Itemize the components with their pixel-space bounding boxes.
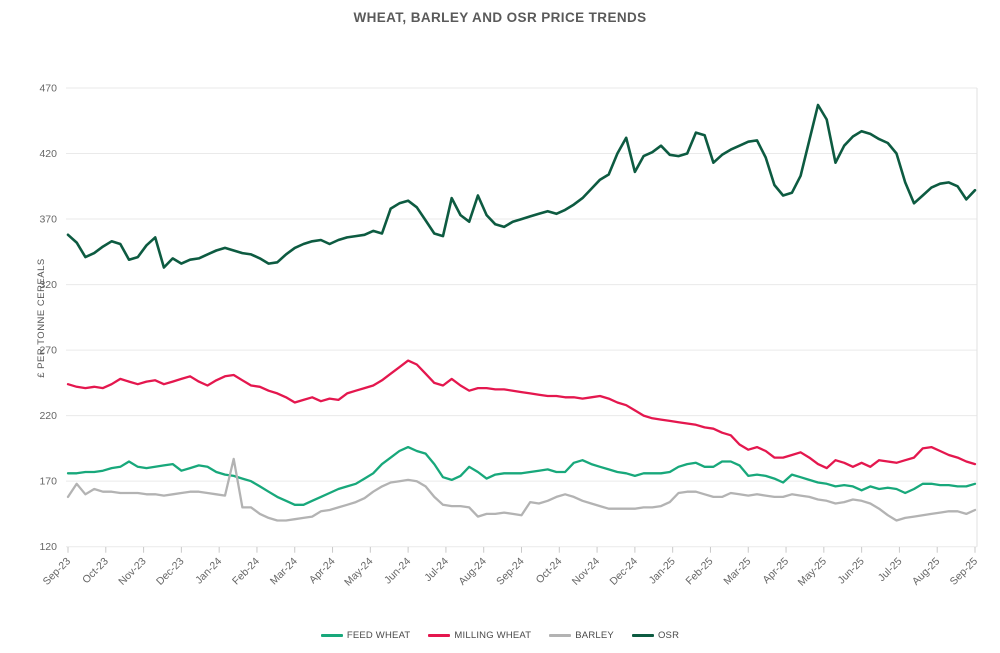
x-tick-label: May-24 [342, 555, 375, 588]
series-line-feed-wheat [66, 445, 977, 506]
x-tick-label: May-25 [796, 555, 829, 588]
series-line-milling-wheat [66, 359, 977, 470]
y-tick-label: 420 [39, 148, 57, 160]
legend-swatch-feed-wheat [320, 634, 343, 637]
x-tick-label: Apr-25 [760, 555, 791, 586]
legend-item-feed-wheat: FEED WHEAT [320, 630, 411, 641]
x-tick-label: Feb-24 [230, 555, 262, 587]
y-tick-label: 470 [39, 83, 57, 95]
x-tick-label: Jul-25 [876, 555, 905, 584]
legend-item-milling-wheat: MILLING WHEAT [428, 630, 531, 641]
y-tick-label: 170 [39, 476, 57, 488]
y-tick-label: 370 [39, 214, 57, 226]
x-tick-label: Jun-25 [836, 555, 867, 586]
x-tick-label: Jan-24 [193, 555, 224, 586]
chart-title: WHEAT, BARLEY AND OSR PRICE TRENDS [353, 10, 647, 25]
x-tick-label: Mar-24 [268, 555, 300, 587]
x-tick-label: Oct-23 [80, 555, 111, 586]
x-tick-label: Aug-24 [456, 555, 489, 588]
y-tick-label: 120 [39, 541, 57, 553]
legend-item-barley: BARLEY [549, 630, 614, 641]
legend-swatch-milling-wheat [428, 634, 451, 637]
legend: FEED WHEAT MILLING WHEAT BARLEY OSR [0, 630, 1000, 641]
x-tick-label: Feb-25 [684, 555, 716, 587]
legend-label-osr: OSR [657, 630, 680, 641]
legend-label-barley: BARLEY [575, 630, 614, 641]
x-tick-label: Sep-23 [41, 555, 74, 588]
legend-item-osr: OSR [631, 630, 680, 641]
x-tick-label: Nov-23 [116, 555, 149, 588]
legend-swatch-osr [631, 634, 654, 637]
legend-label-milling-wheat: MILLING WHEAT [454, 630, 532, 641]
x-tick-label: Sep-24 [494, 555, 527, 588]
x-tick-label: Aug-25 [910, 555, 943, 588]
legend-swatch-barley [549, 634, 572, 637]
x-tick-label: Mar-25 [721, 555, 753, 587]
x-tick-label: Jun-24 [382, 555, 413, 586]
x-tick-label: Dec-24 [608, 555, 641, 588]
series-line-osr [66, 103, 977, 269]
x-tick-label: Apr-24 [307, 555, 338, 586]
y-axis-title: £ PER TONNE CEREALS [36, 258, 47, 378]
y-tick-label: 320 [39, 279, 57, 291]
y-tick-label: 270 [39, 345, 57, 357]
x-tick-label: Jul-24 [422, 555, 451, 584]
y-tick-label: 220 [39, 410, 57, 422]
x-tick-label: Dec-23 [154, 555, 187, 588]
series-line-barley [66, 457, 977, 522]
x-tick-label: Jan-25 [647, 555, 678, 586]
x-tick-label: Sep-25 [948, 555, 981, 588]
x-tick-label: Oct-24 [534, 555, 565, 586]
x-tick-label: Nov-24 [570, 555, 603, 588]
legend-label-feed-wheat: FEED WHEAT [346, 630, 411, 641]
